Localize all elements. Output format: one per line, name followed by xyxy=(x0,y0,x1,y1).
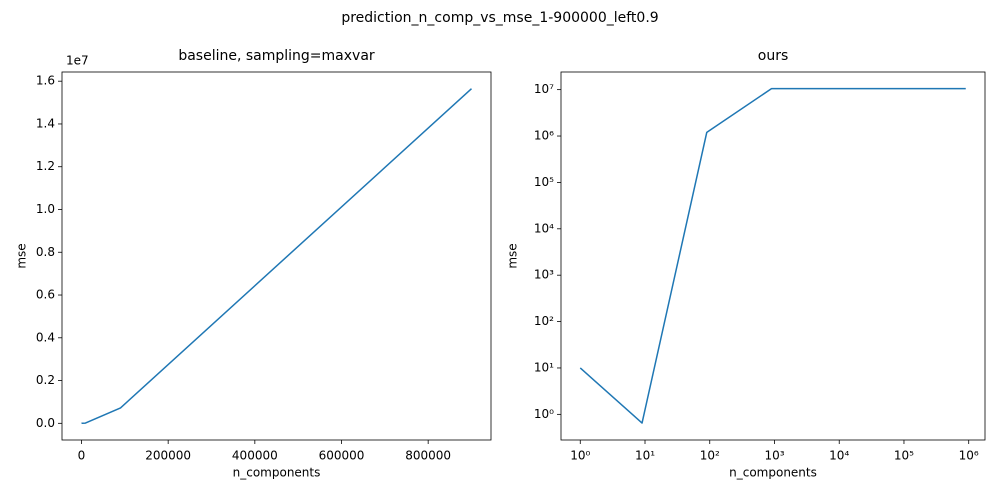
x-axis-label: n_components xyxy=(729,466,817,480)
x-tick-label: 200000 xyxy=(145,449,191,463)
y-tick-label: 10¹ xyxy=(534,360,554,374)
y-offset-label: 1e7 xyxy=(66,54,89,68)
x-tick-label: 10¹ xyxy=(635,449,655,463)
x-tick-label: 400000 xyxy=(232,449,278,463)
y-tick-label: 10⁷ xyxy=(534,82,554,96)
y-tick-label: 0.2 xyxy=(36,373,55,387)
x-axis-label: n_components xyxy=(233,466,321,480)
x-tick-label: 10² xyxy=(700,449,720,463)
x-tick-label: 800000 xyxy=(405,449,451,463)
x-tick-label: 10⁵ xyxy=(894,449,914,463)
y-tick-label: 1.6 xyxy=(36,74,55,88)
plot-frame xyxy=(560,71,986,441)
y-tick-label: 10² xyxy=(534,314,554,328)
x-tick-label: 10⁶ xyxy=(959,449,979,463)
y-tick-label: 10⁵ xyxy=(534,175,554,189)
y-axis-label: mse xyxy=(506,243,520,268)
x-tick-label: 10⁰ xyxy=(570,449,590,463)
y-tick-label: 1.2 xyxy=(36,159,55,173)
y-tick-label: 10⁴ xyxy=(534,221,554,235)
subplot-title: ours xyxy=(758,48,789,64)
x-tick-label: 0 xyxy=(78,449,86,463)
y-tick-label: 1.0 xyxy=(36,202,55,216)
y-tick-label: 10⁰ xyxy=(534,407,554,421)
x-tick-label: 10⁴ xyxy=(829,449,849,463)
y-tick-label: 0.6 xyxy=(36,288,55,302)
y-axis-label: mse xyxy=(15,243,29,268)
y-tick-label: 0.4 xyxy=(36,330,55,344)
figure-title: prediction_n_comp_vs_mse_1-900000_left0.… xyxy=(341,10,658,26)
y-tick-label: 10³ xyxy=(534,268,554,282)
y-tick-label: 0.8 xyxy=(36,245,55,259)
x-tick-label: 600000 xyxy=(319,449,365,463)
subplot-title: baseline, sampling=maxvar xyxy=(178,48,375,64)
data-line xyxy=(80,88,473,425)
y-tick-label: 10⁶ xyxy=(534,129,554,143)
plot-frame xyxy=(61,71,492,441)
y-tick-label: 1.4 xyxy=(36,116,55,130)
y-tick-label: 0.0 xyxy=(36,416,55,430)
x-tick-label: 10³ xyxy=(764,449,784,463)
data-line xyxy=(579,87,966,424)
